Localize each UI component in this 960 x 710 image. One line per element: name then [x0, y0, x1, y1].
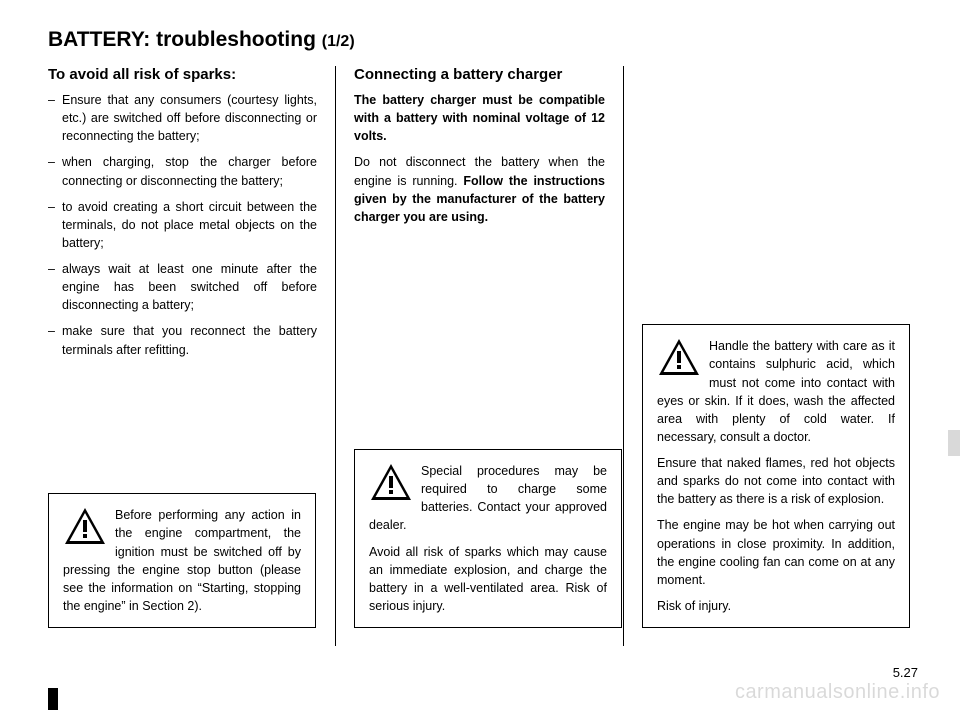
content-columns: To avoid all risk of sparks: –Ensure tha… — [48, 66, 924, 646]
warning-triangle-icon — [63, 506, 107, 546]
col1-bullet-list: –Ensure that any consumers (courtesy lig… — [48, 91, 317, 359]
page-title: BATTERY: troubleshooting (1/2) — [48, 28, 924, 52]
list-item: –when charging, stop the charger before … — [48, 153, 317, 189]
bullet-text: make sure that you reconnect the battery… — [62, 322, 317, 358]
list-item: –always wait at least one minute after t… — [48, 260, 317, 314]
list-item: –make sure that you reconnect the batter… — [48, 322, 317, 358]
warning-text: The engine may be hot when carrying out … — [657, 516, 895, 589]
title-part: (1/2) — [322, 33, 355, 50]
bullet-text: when charging, stop the charger before c… — [62, 153, 317, 189]
column-2: Connecting a battery charger The battery… — [336, 66, 624, 646]
bullet-text: to avoid creating a short circuit betwee… — [62, 198, 317, 252]
col2-intro-bold: The battery charger must be compatible w… — [354, 91, 605, 145]
dash: – — [48, 91, 62, 145]
warning-triangle-icon — [369, 462, 413, 502]
column-1: To avoid all risk of sparks: –Ensure tha… — [48, 66, 336, 646]
side-tab — [948, 430, 960, 456]
warning-box-ignition: Before performing any action in the engi… — [48, 493, 316, 628]
list-item: –Ensure that any consumers (courtesy lig… — [48, 91, 317, 145]
warning-text: Avoid all risk of sparks which may cause… — [369, 543, 607, 616]
list-item: –to avoid creating a short circuit betwe… — [48, 198, 317, 252]
warning-text: Ensure that naked flames, red hot object… — [657, 454, 895, 508]
col2-heading: Connecting a battery charger — [354, 66, 605, 83]
warning-triangle-icon — [657, 337, 701, 377]
warning-text: Risk of injury. — [657, 597, 895, 615]
manual-page: BATTERY: troubleshooting (1/2) To avoid … — [0, 0, 960, 710]
bullet-text: Ensure that any consumers (courtesy ligh… — [62, 91, 317, 145]
col1-heading: To avoid all risk of sparks: — [48, 66, 317, 83]
dash: – — [48, 322, 62, 358]
dash: – — [48, 198, 62, 252]
dash: – — [48, 153, 62, 189]
warning-box-charging: Special procedures may be required to ch… — [354, 449, 622, 628]
warning-box-safety: Handle the battery with care as it conta… — [642, 324, 910, 628]
col2-intro-mixed: Do not disconnect the battery when the e… — [354, 153, 605, 226]
page-number: 5.27 — [893, 665, 918, 680]
column-3: Handle the battery with care as it conta… — [624, 66, 912, 646]
dash: – — [48, 260, 62, 314]
bullet-text: always wait at least one minute after th… — [62, 260, 317, 314]
watermark: carmanualsonline.info — [735, 681, 940, 704]
corner-mark — [48, 688, 58, 710]
title-main: BATTERY: troubleshooting — [48, 28, 322, 51]
